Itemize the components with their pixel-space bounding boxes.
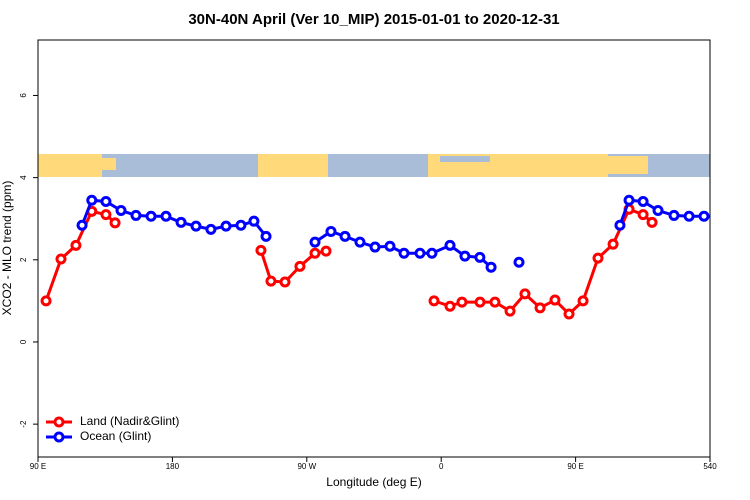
data-point [646,216,658,228]
data-point [279,276,291,288]
data-point [474,296,486,308]
y-axis-label: XCO2 - MLO trend (ppm) [0,181,14,316]
data-point [444,239,456,251]
y-tick-label: -2 [19,420,28,428]
data-point [205,223,217,235]
data-point [76,219,88,231]
data-point [384,240,396,252]
y-tick-label: 4 [19,175,28,180]
legend-label: Ocean (Glint) [80,429,151,443]
data-point [190,220,202,232]
land-band [608,156,648,174]
plot-frame [37,39,711,458]
data-point [428,295,440,307]
data-point [369,241,381,253]
data-point [534,302,546,314]
data-point [549,294,561,306]
data-point [592,252,604,264]
data-point [260,230,272,242]
land-band [258,154,328,177]
data-point [235,219,247,231]
data-point [220,220,232,232]
data-point [354,236,366,248]
legend-label: Land (Nadir&Glint) [80,414,179,428]
land-band [102,158,116,170]
data-point [456,296,468,308]
sea-band [440,156,490,162]
y-tick-label: 2 [19,257,28,262]
x-tick-label: 90 W [297,462,316,471]
data-point [519,288,531,300]
map-band [38,154,710,177]
data-point [426,247,438,259]
data-point [459,250,471,262]
x-axis-label: Longitude (deg E) [326,475,421,489]
data-point [504,305,516,317]
data-point [86,194,98,206]
data-point [652,204,664,216]
data-point [309,247,321,259]
data-point [577,295,589,307]
land-band [38,154,102,177]
data-point [398,247,410,259]
data-point [294,260,306,272]
data-point [698,210,710,222]
data-point [489,296,501,308]
data-point [265,275,277,287]
x-tick-label: 90 E [30,462,46,471]
data-point [145,210,157,222]
data-point [339,230,351,242]
legend-marker [53,416,65,428]
data-point [70,239,82,251]
data-point [414,247,426,259]
data-point [160,210,172,222]
legend-marker [53,431,65,443]
data-point [115,204,127,216]
y-tick-label: 6 [19,93,28,98]
data-point [513,256,525,268]
data-point [248,215,260,227]
data-point [474,251,486,263]
data-point [637,195,649,207]
data-point [55,253,67,265]
data-point [109,217,121,229]
data-point [563,308,575,320]
data-point [668,209,680,221]
y-tick-label: 0 [19,339,28,344]
data-point [614,219,626,231]
data-point [175,216,187,228]
x-tick-label: 540 [703,462,717,471]
data-point [637,209,649,221]
data-point [130,209,142,221]
x-tick-label: 90 E [567,462,583,471]
data-point [309,236,321,248]
data-point [100,209,112,221]
data-point [485,261,497,273]
data-point [683,210,695,222]
chart-title: 30N-40N April (Ver 10_MIP) 2015-01-01 to… [188,11,559,28]
data-point [320,245,332,257]
data-point [100,195,112,207]
data-point [40,295,52,307]
data-point [607,238,619,250]
data-point [255,244,267,256]
data-point [325,225,337,237]
x-tick-label: 180 [166,462,180,471]
x-tick-label: 0 [439,462,444,471]
data-point [444,300,456,312]
data-point [623,194,635,206]
